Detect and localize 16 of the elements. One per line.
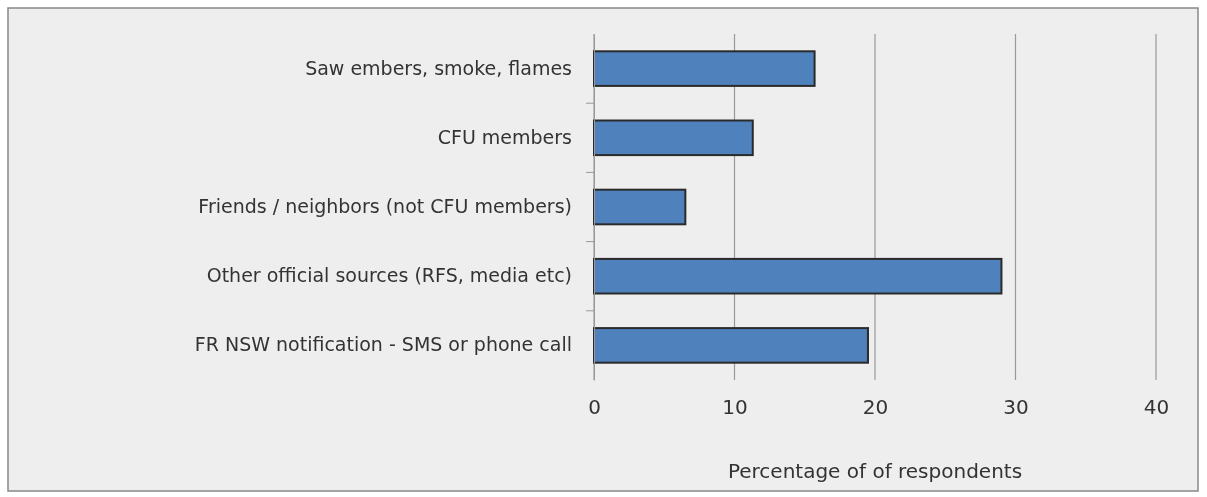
bar — [593, 327, 869, 364]
y-tick-label: CFU members — [437, 125, 572, 148]
x-tick-label: 30 — [1003, 395, 1029, 420]
x-tick-label: 40 — [1143, 395, 1170, 420]
y-tick-label: Saw embers, smoke, flames — [305, 56, 572, 79]
y-tick-label: Other official sources (RFS, media etc) — [206, 264, 572, 287]
bar — [593, 119, 754, 157]
x-tick-label: 20 — [862, 395, 889, 420]
y-tick-label: Friends / neighbors (not CFU members) — [198, 195, 572, 218]
bar — [593, 50, 816, 87]
x-tick-label: 10 — [722, 395, 748, 420]
x-axis-title: Percentage of of respondents — [727, 459, 1023, 483]
y-tick-label: FR NSW notification - SMS or phone call — [194, 333, 572, 356]
bar — [593, 257, 1003, 295]
bar — [593, 188, 687, 226]
x-tick-label: 0 — [588, 395, 601, 420]
